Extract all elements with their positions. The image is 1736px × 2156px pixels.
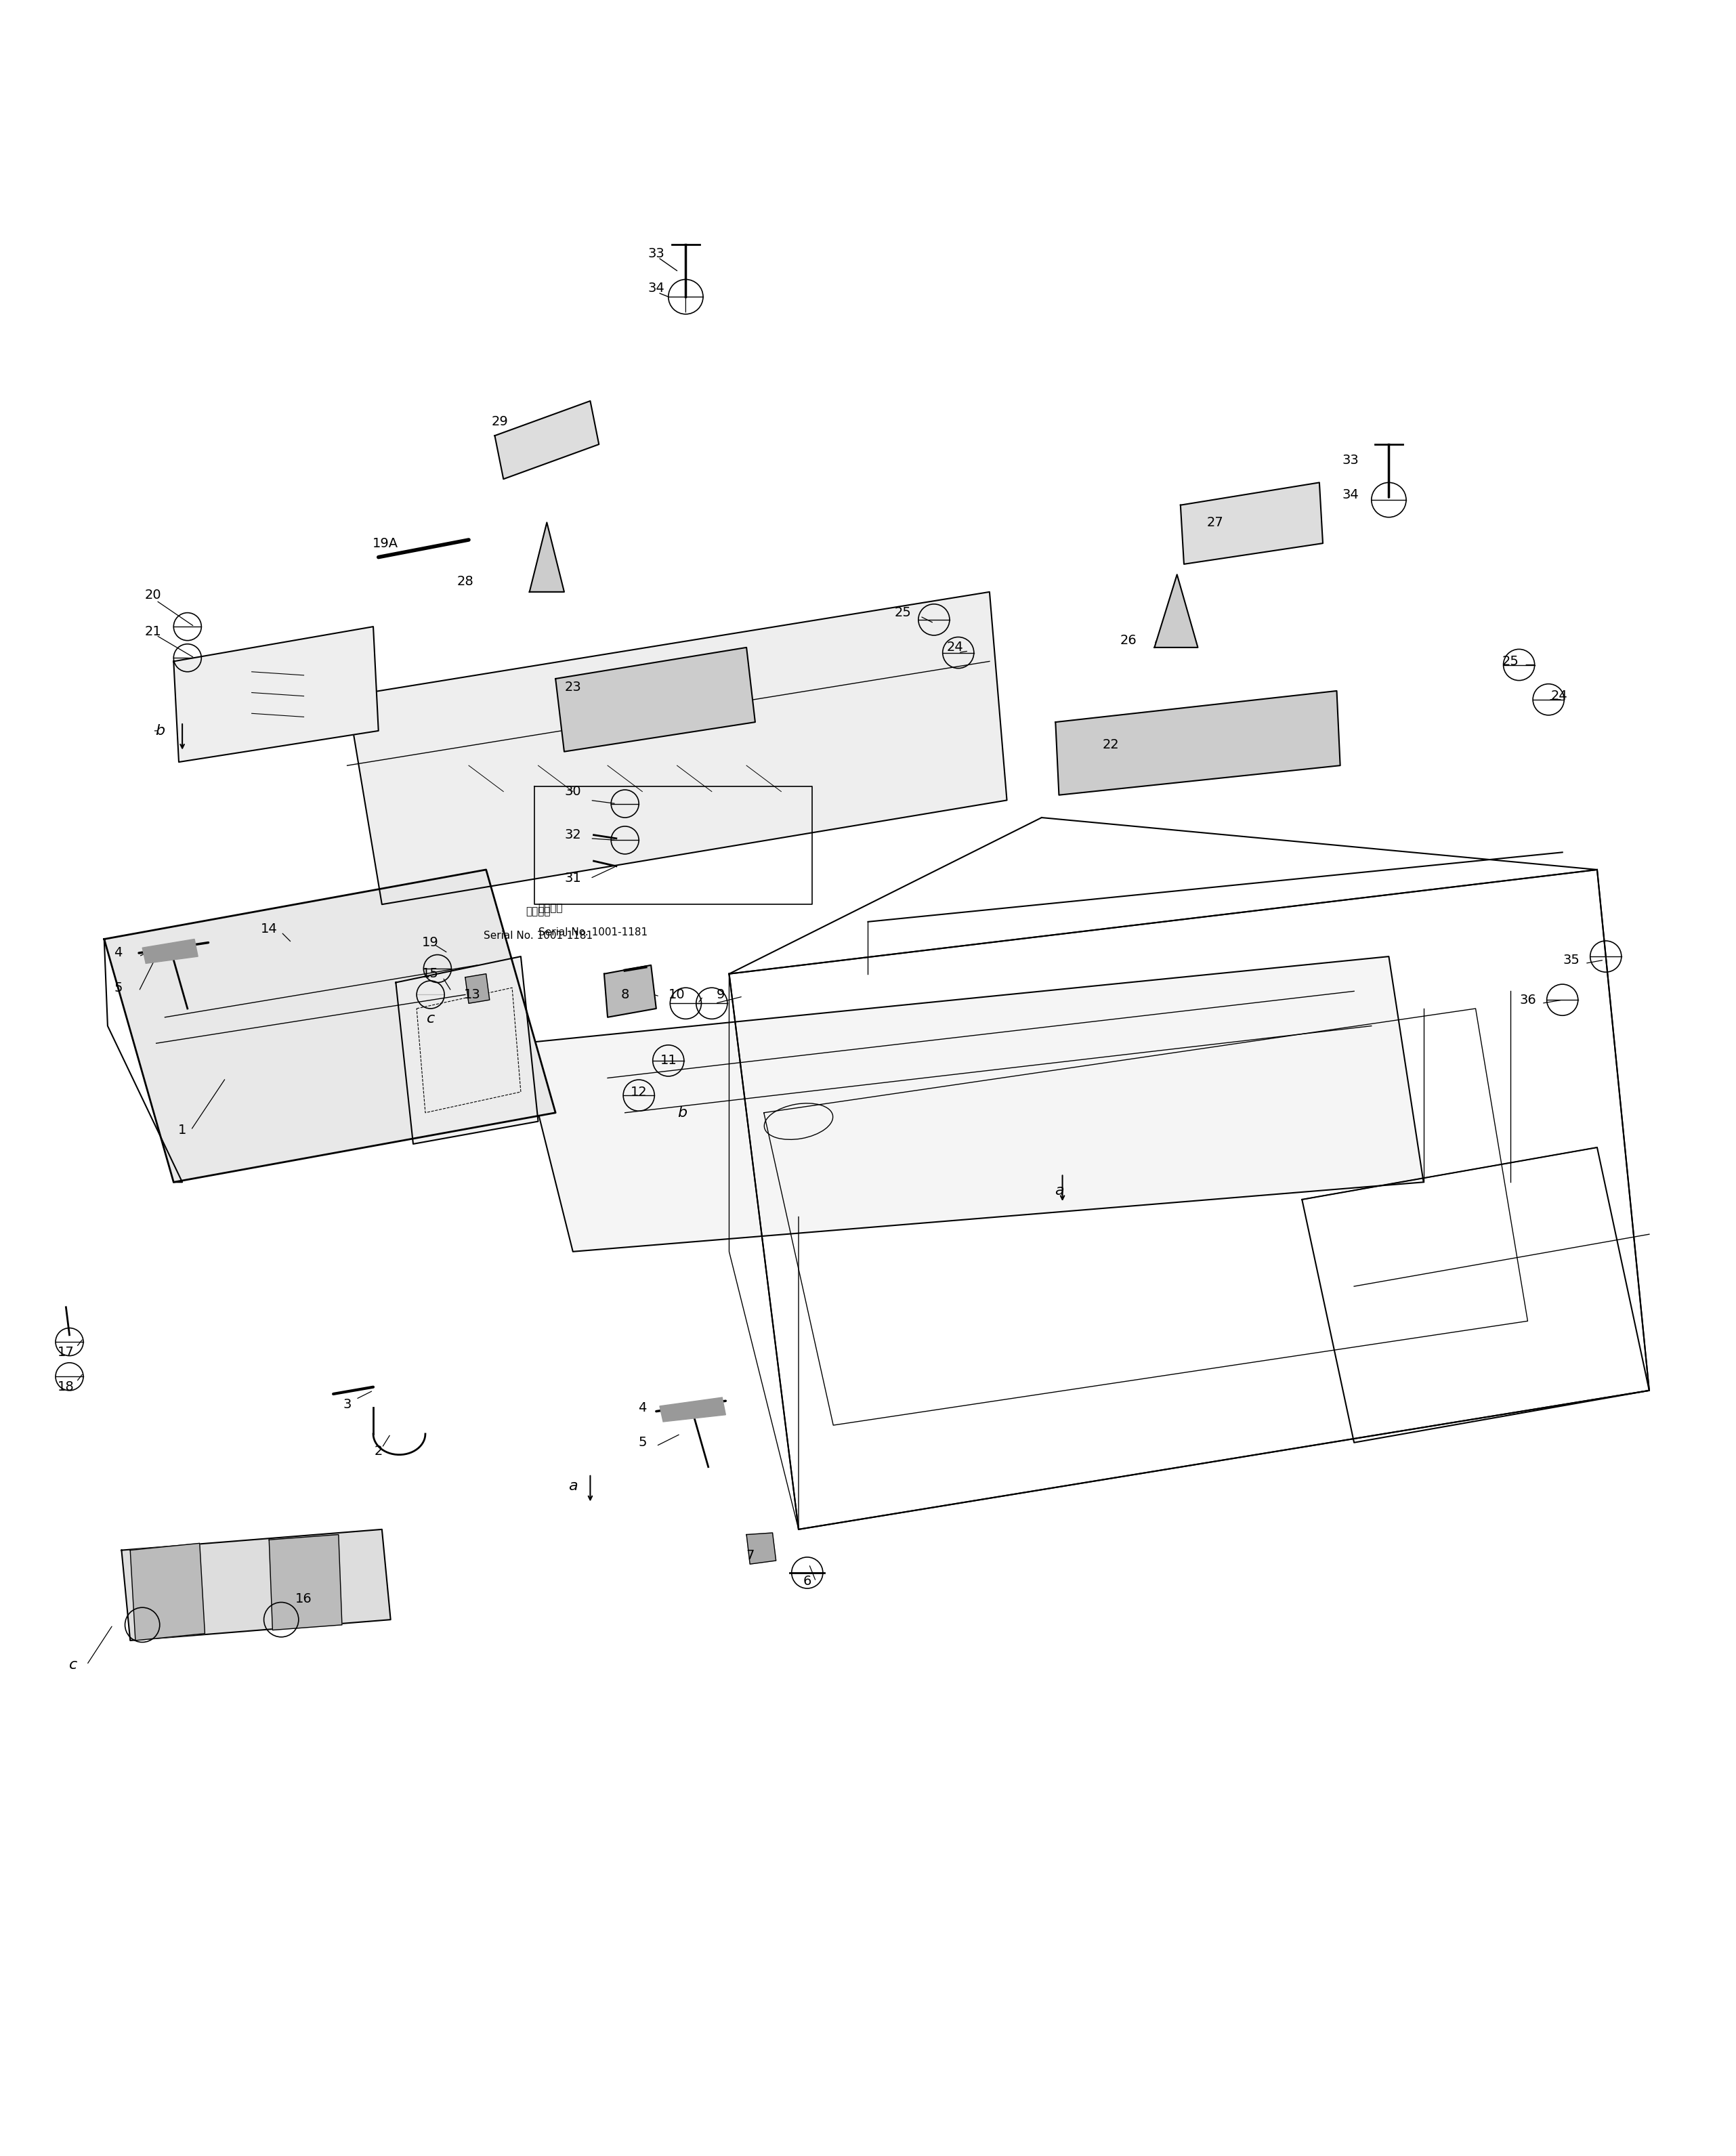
Text: a: a [1054,1184,1064,1197]
Text: 4: 4 [639,1401,646,1414]
Text: 15: 15 [422,968,439,981]
Polygon shape [122,1529,391,1641]
Polygon shape [604,966,656,1018]
Polygon shape [269,1535,342,1630]
Text: 24: 24 [1550,690,1568,703]
Text: 19: 19 [422,936,439,949]
Text: 5: 5 [639,1436,646,1449]
Text: 35: 35 [1562,953,1580,966]
Polygon shape [1180,483,1323,565]
Text: 18: 18 [57,1380,75,1393]
Text: 34: 34 [648,282,665,295]
Text: 25: 25 [894,606,911,619]
Polygon shape [347,593,1007,903]
Text: b: b [155,724,165,737]
Text: 6: 6 [804,1576,811,1587]
Polygon shape [465,975,490,1003]
Text: 1: 1 [179,1123,186,1136]
Text: 26: 26 [1120,634,1137,647]
Text: 17: 17 [57,1345,75,1358]
Polygon shape [174,627,378,761]
Text: 21: 21 [144,625,161,638]
Text: a: a [568,1479,578,1492]
Text: 33: 33 [648,248,665,261]
Text: 20: 20 [144,589,161,602]
Text: c: c [69,1658,76,1671]
Polygon shape [1055,690,1340,796]
Text: 32: 32 [564,828,582,841]
Polygon shape [130,1544,205,1641]
Text: 10: 10 [668,987,686,1000]
Text: 27: 27 [1207,515,1224,528]
Text: 25: 25 [1502,655,1519,668]
Text: 16: 16 [295,1593,312,1606]
Polygon shape [529,522,564,593]
Polygon shape [142,940,198,964]
Polygon shape [521,957,1424,1253]
Text: 22: 22 [1102,737,1120,750]
Polygon shape [746,1533,776,1563]
Text: 23: 23 [564,681,582,694]
Text: 13: 13 [464,987,481,1000]
Text: 9: 9 [717,987,724,1000]
Text: 11: 11 [660,1054,677,1067]
Text: 4: 4 [115,946,122,959]
Text: 適用号機: 適用号機 [538,903,562,914]
Text: 5: 5 [115,981,122,994]
Text: c: c [427,1011,434,1026]
Polygon shape [495,401,599,479]
Polygon shape [556,647,755,752]
Polygon shape [1154,573,1198,647]
Text: 29: 29 [491,416,509,429]
Text: 8: 8 [621,987,628,1000]
Text: 31: 31 [564,871,582,884]
Text: 28: 28 [457,576,474,589]
Polygon shape [396,957,538,1145]
Text: 14: 14 [260,923,278,936]
Text: 3: 3 [344,1397,351,1410]
Text: 36: 36 [1519,994,1536,1007]
Polygon shape [104,869,556,1181]
Text: 33: 33 [1342,453,1359,466]
Text: 19A: 19A [373,537,398,550]
Text: 7: 7 [746,1548,753,1561]
Text: 12: 12 [630,1084,648,1097]
Text: Serial No. 1001-1181: Serial No. 1001-1181 [484,931,592,940]
Text: 2: 2 [375,1445,382,1457]
Polygon shape [660,1397,726,1421]
Text: 34: 34 [1342,487,1359,500]
Text: b: b [677,1106,687,1119]
Text: 24: 24 [946,640,963,653]
Text: 30: 30 [564,785,582,798]
Text: 適用号機: 適用号機 [526,906,550,916]
Text: Serial No. 1001-1181: Serial No. 1001-1181 [538,927,648,938]
